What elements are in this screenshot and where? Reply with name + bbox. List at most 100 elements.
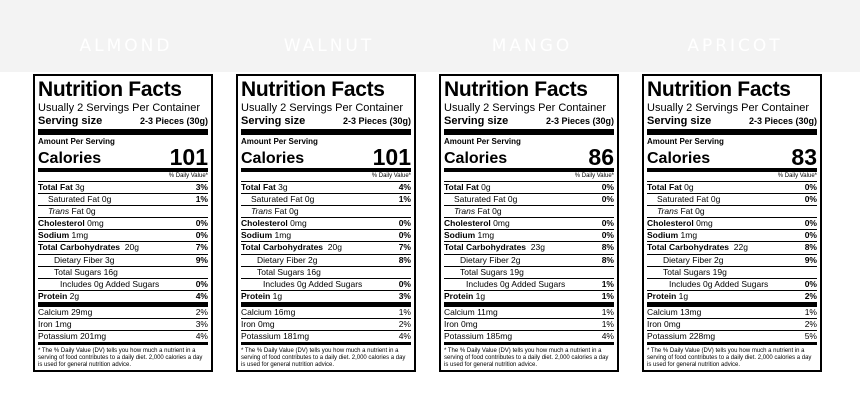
- saturated-fat-row: Saturated Fat 0g 0%: [444, 194, 614, 207]
- cholesterol-row: Cholesterol 0mg 0%: [241, 218, 411, 231]
- protein-amount: 1g: [272, 290, 283, 301]
- added-sugars-row: Includes 0g Added Sugars 0%: [241, 279, 411, 291]
- protein-dv: 4%: [195, 290, 208, 301]
- potassium-dv: 5%: [804, 331, 817, 342]
- total-carbs-label: Total Carbohydrates: [647, 242, 730, 253]
- total-carbs-amount: 22g: [733, 242, 748, 253]
- protein-row: Protein 1g 3%: [241, 291, 411, 307]
- total-fat-row: Total Fat 3g 3%: [38, 182, 208, 195]
- saturated-fat-amount: 0g: [304, 194, 315, 205]
- sodium-label: Sodium: [241, 230, 273, 241]
- fiber-amount: 3g: [105, 254, 115, 265]
- sugars-row: Total Sugars 16g: [241, 267, 411, 279]
- added-sugars-dv: 0%: [804, 278, 817, 289]
- protein-label: Protein: [241, 290, 271, 301]
- potassium-amount: 201mg: [80, 331, 107, 342]
- protein-row: Protein 2g 4%: [38, 291, 208, 307]
- daily-value-header: % Daily Value*: [38, 172, 208, 182]
- calcium-dv: 1%: [398, 306, 411, 317]
- sodium-amount: 1mg: [274, 230, 292, 241]
- saturated-fat-label: Saturated Fat: [48, 194, 100, 205]
- protein-amount: 1g: [678, 290, 689, 301]
- potassium-label: Potassium: [38, 331, 78, 342]
- added-sugars-amount: 0g: [500, 278, 510, 289]
- nutrition-label-mango: Nutrition Facts Usually 2 Servings Per C…: [439, 74, 619, 372]
- sodium-amount: 1mg: [71, 230, 89, 241]
- label-title: Nutrition Facts: [647, 78, 791, 101]
- total-carbs-label: Total Carbohydrates: [241, 242, 324, 253]
- iron-amount: 0mg: [461, 319, 478, 330]
- added-sugars-prefix: Includes: [263, 278, 295, 289]
- calcium-row: Calcium 29mg 2%: [38, 306, 208, 320]
- daily-value-footnote: * The % Daily Value (DV) tells you how m…: [444, 348, 609, 369]
- total-fat-label: Total Fat: [38, 182, 73, 192]
- total-carbs-label: Total Carbohydrates: [38, 242, 121, 253]
- servings-per-container: Usually 2 Servings Per Container: [38, 102, 201, 114]
- fiber-row: Dietary Fiber 2g 8%: [444, 255, 614, 267]
- protein-label: Protein: [444, 290, 474, 301]
- sugars-label: Total Sugars: [663, 266, 711, 277]
- trans-fat-amount: 0g: [492, 206, 502, 217]
- total-fat-row: Total Fat 0g 0%: [647, 182, 817, 195]
- sodium-label: Sodium: [647, 230, 679, 241]
- potassium-label: Potassium: [444, 331, 484, 342]
- calories-value: 86: [588, 144, 614, 170]
- saturated-fat-dv: 1%: [195, 194, 208, 205]
- trans-fat-amount: 0g: [695, 206, 705, 217]
- calcium-amount: 29mg: [71, 306, 93, 317]
- fiber-dv: 8%: [601, 254, 614, 265]
- cholesterol-label: Cholesterol: [38, 218, 85, 229]
- sugars-label: Total Sugars: [54, 266, 102, 277]
- total-fat-label: Total Fat: [241, 182, 276, 192]
- cholesterol-dv: 0%: [398, 218, 411, 229]
- trans-fat-word: Trans: [251, 206, 273, 217]
- added-sugars-prefix: Includes: [669, 278, 701, 289]
- sodium-dv: 0%: [195, 230, 208, 241]
- calcium-label: Calcium: [241, 306, 272, 317]
- sodium-label: Sodium: [38, 230, 70, 241]
- total-carbs-amount: 20g: [124, 242, 139, 253]
- calcium-row: Calcium 11mg 1%: [444, 306, 614, 320]
- saturated-fat-row: Saturated Fat 0g 1%: [241, 194, 411, 207]
- saturated-fat-dv: 0%: [601, 194, 614, 205]
- iron-dv: 2%: [804, 319, 817, 330]
- daily-value-header: % Daily Value*: [241, 172, 411, 182]
- amount-per-serving: Amount Per Serving: [444, 137, 521, 146]
- calcium-amount: 11mg: [477, 306, 498, 317]
- added-sugars-row: Includes 0g Added Sugars 1%: [444, 279, 614, 291]
- amount-per-serving: Amount Per Serving: [38, 137, 115, 146]
- protein-dv: 3%: [398, 290, 411, 301]
- amount-per-serving: Amount Per Serving: [241, 137, 318, 146]
- serving-size-label: Serving size: [444, 115, 509, 127]
- total-carbs-row: Total Carbohydrates 20g 7%: [38, 242, 208, 255]
- serving-size-value: 2-3 Pieces (30g): [342, 116, 411, 126]
- iron-row: Iron 1mg 3%: [38, 319, 208, 332]
- iron-label: Iron: [38, 319, 53, 330]
- potassium-dv: 4%: [601, 331, 614, 342]
- saturated-fat-row: Saturated Fat 0g 0%: [647, 194, 817, 207]
- added-sugars-row: Includes 0g Added Sugars 0%: [647, 279, 817, 291]
- servings-per-container: Usually 2 Servings Per Container: [647, 102, 810, 114]
- total-carbs-row: Total Carbohydrates 20g 7%: [241, 242, 411, 255]
- potassium-row: Potassium 181mg 4%: [241, 331, 411, 346]
- added-sugars-suffix: Added Sugars: [511, 278, 566, 289]
- daily-value-footnote: * The % Daily Value (DV) tells you how m…: [647, 348, 812, 369]
- backdrop-banner: [0, 0, 860, 72]
- sugars-amount: 19g: [509, 266, 524, 277]
- total-fat-label: Total Fat: [647, 182, 682, 192]
- iron-label: Iron: [241, 319, 256, 330]
- sugars-row: Total Sugars 16g: [38, 267, 208, 279]
- added-sugars-amount: 0g: [94, 278, 104, 289]
- saturated-fat-label: Saturated Fat: [657, 194, 709, 205]
- serving-size-row: Serving size 2-3 Pieces (30g): [647, 115, 817, 135]
- trans-fat-label: Fat: [69, 206, 84, 217]
- calcium-label: Calcium: [444, 306, 475, 317]
- added-sugars-prefix: Includes: [466, 278, 498, 289]
- sugars-amount: 16g: [103, 266, 118, 277]
- total-fat-amount: 0g: [684, 182, 694, 192]
- saturated-fat-label: Saturated Fat: [251, 194, 303, 205]
- potassium-amount: 181mg: [283, 331, 310, 342]
- protein-row: Protein 1g 2%: [647, 291, 817, 307]
- total-carbs-amount: 20g: [327, 242, 342, 253]
- trans-fat-word: Trans: [657, 206, 679, 217]
